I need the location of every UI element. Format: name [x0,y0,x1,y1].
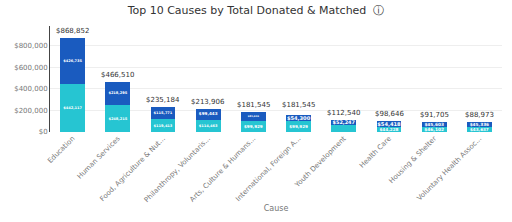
svg-text:$248,215: $248,215 [108,117,127,121]
svg-text:$54,418: $54,418 [377,121,401,127]
svg-text:Cause: Cause [264,204,289,213]
svg-text:$44,228: $44,228 [379,127,398,132]
svg-text:$868,852: $868,852 [56,27,89,35]
svg-text:$400,000: $400,000 [14,85,47,93]
svg-text:$115,771: $115,771 [154,111,173,115]
svg-text:$213,906: $213,906 [191,98,225,106]
svg-text:$218,295: $218,295 [108,91,127,95]
svg-text:$235,184: $235,184 [146,96,180,104]
svg-text:$800,000: $800,000 [14,42,47,50]
svg-text:$112,540: $112,540 [327,109,360,117]
svg-text:$46,102: $46,102 [424,127,444,132]
svg-text:$200,000: $200,000 [14,107,47,115]
svg-text:$466,510: $466,510 [101,71,134,79]
svg-text:Voluntary Health Assoc...: Voluntary Health Assoc... [416,135,484,203]
svg-text:$88,973: $88,973 [465,111,494,119]
svg-text:$181,545: $181,545 [237,101,270,109]
svg-text:Top 10 Causes by Total Donated: Top 10 Causes by Total Donated & Matched… [127,4,385,17]
svg-text:$54,300: $54,300 [287,115,311,121]
svg-text:$81,616: $81,616 [248,115,260,118]
svg-text:$0: $0 [39,128,48,136]
svg-text:Education: Education [46,135,76,165]
svg-text:Housing & Shelter: Housing & Shelter [388,135,439,186]
svg-text:$91,705: $91,705 [420,111,449,119]
svg-text:Youth Development: Youth Development [293,135,348,190]
svg-text:$114,463: $114,463 [199,124,218,128]
svg-text:$99,929: $99,929 [289,124,308,129]
svg-text:$45,603: $45,603 [424,122,444,127]
svg-text:Philanthropy, Voluntaris...: Philanthropy, Voluntaris... [143,135,212,204]
svg-text:Human Services: Human Services [76,134,122,180]
svg-text:$99,443: $99,443 [199,111,218,116]
svg-text:Arts, Culture & Humans...: Arts, Culture & Humans... [188,135,257,204]
svg-text:$181,545: $181,545 [282,101,315,109]
svg-text:Food, Agriculture & Nut...: Food, Agriculture & Nut... [98,135,166,203]
svg-text:$600,000: $600,000 [14,64,47,72]
svg-text:$60,293: $60,293 [343,127,346,129]
svg-text:$99,929: $99,929 [244,124,263,129]
svg-text:$119,413: $119,413 [154,124,173,128]
svg-text:$45,336: $45,336 [470,122,489,127]
svg-text:International, Foreign A...: International, Foreign A... [234,135,302,203]
svg-text:$426,735: $426,735 [63,59,82,63]
svg-text:Health Care: Health Care [358,135,393,170]
svg-text:$43,637: $43,637 [470,127,489,132]
svg-text:$98,646: $98,646 [375,110,404,118]
svg-text:$52,247: $52,247 [333,119,356,125]
svg-text:$442,117: $442,117 [63,106,82,110]
